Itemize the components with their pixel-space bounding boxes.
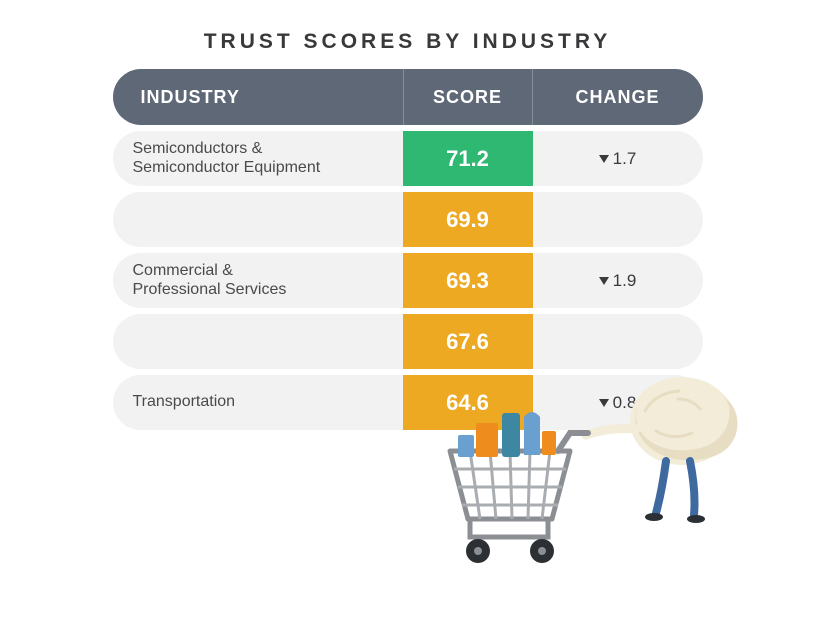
cell-industry — [113, 314, 403, 369]
cell-industry: Semiconductors &Semiconductor Equipment — [113, 131, 403, 186]
change-value: 1.9 — [613, 271, 637, 291]
table-row: Semiconductors &Semiconductor Equipment7… — [113, 131, 703, 186]
cell-score: 69.9 — [403, 192, 533, 247]
shopping-cart-illustration — [420, 351, 760, 591]
cell-score: 69.3 — [403, 253, 533, 308]
cell-industry — [113, 192, 403, 247]
cell-industry: Transportation — [113, 375, 403, 430]
cell-change: 1.7 — [533, 131, 703, 186]
change-value: 1.7 — [613, 149, 637, 169]
caret-down-icon — [599, 277, 609, 285]
col-header-change: CHANGE — [533, 69, 703, 125]
cell-score: 71.2 — [403, 131, 533, 186]
table-row: 69.9 — [113, 192, 703, 247]
cell-change — [533, 192, 703, 247]
cell-industry: Commercial &Professional Services — [113, 253, 403, 308]
table-header-row: INDUSTRY SCORE CHANGE — [113, 69, 703, 125]
col-header-score: SCORE — [403, 69, 533, 125]
col-header-industry: INDUSTRY — [113, 69, 403, 125]
table-row: Commercial &Professional Services69.3 1.9 — [113, 253, 703, 308]
caret-down-icon — [599, 155, 609, 163]
page-title: TRUST SCORES BY INDUSTRY — [0, 0, 815, 69]
cell-change: 1.9 — [533, 253, 703, 308]
